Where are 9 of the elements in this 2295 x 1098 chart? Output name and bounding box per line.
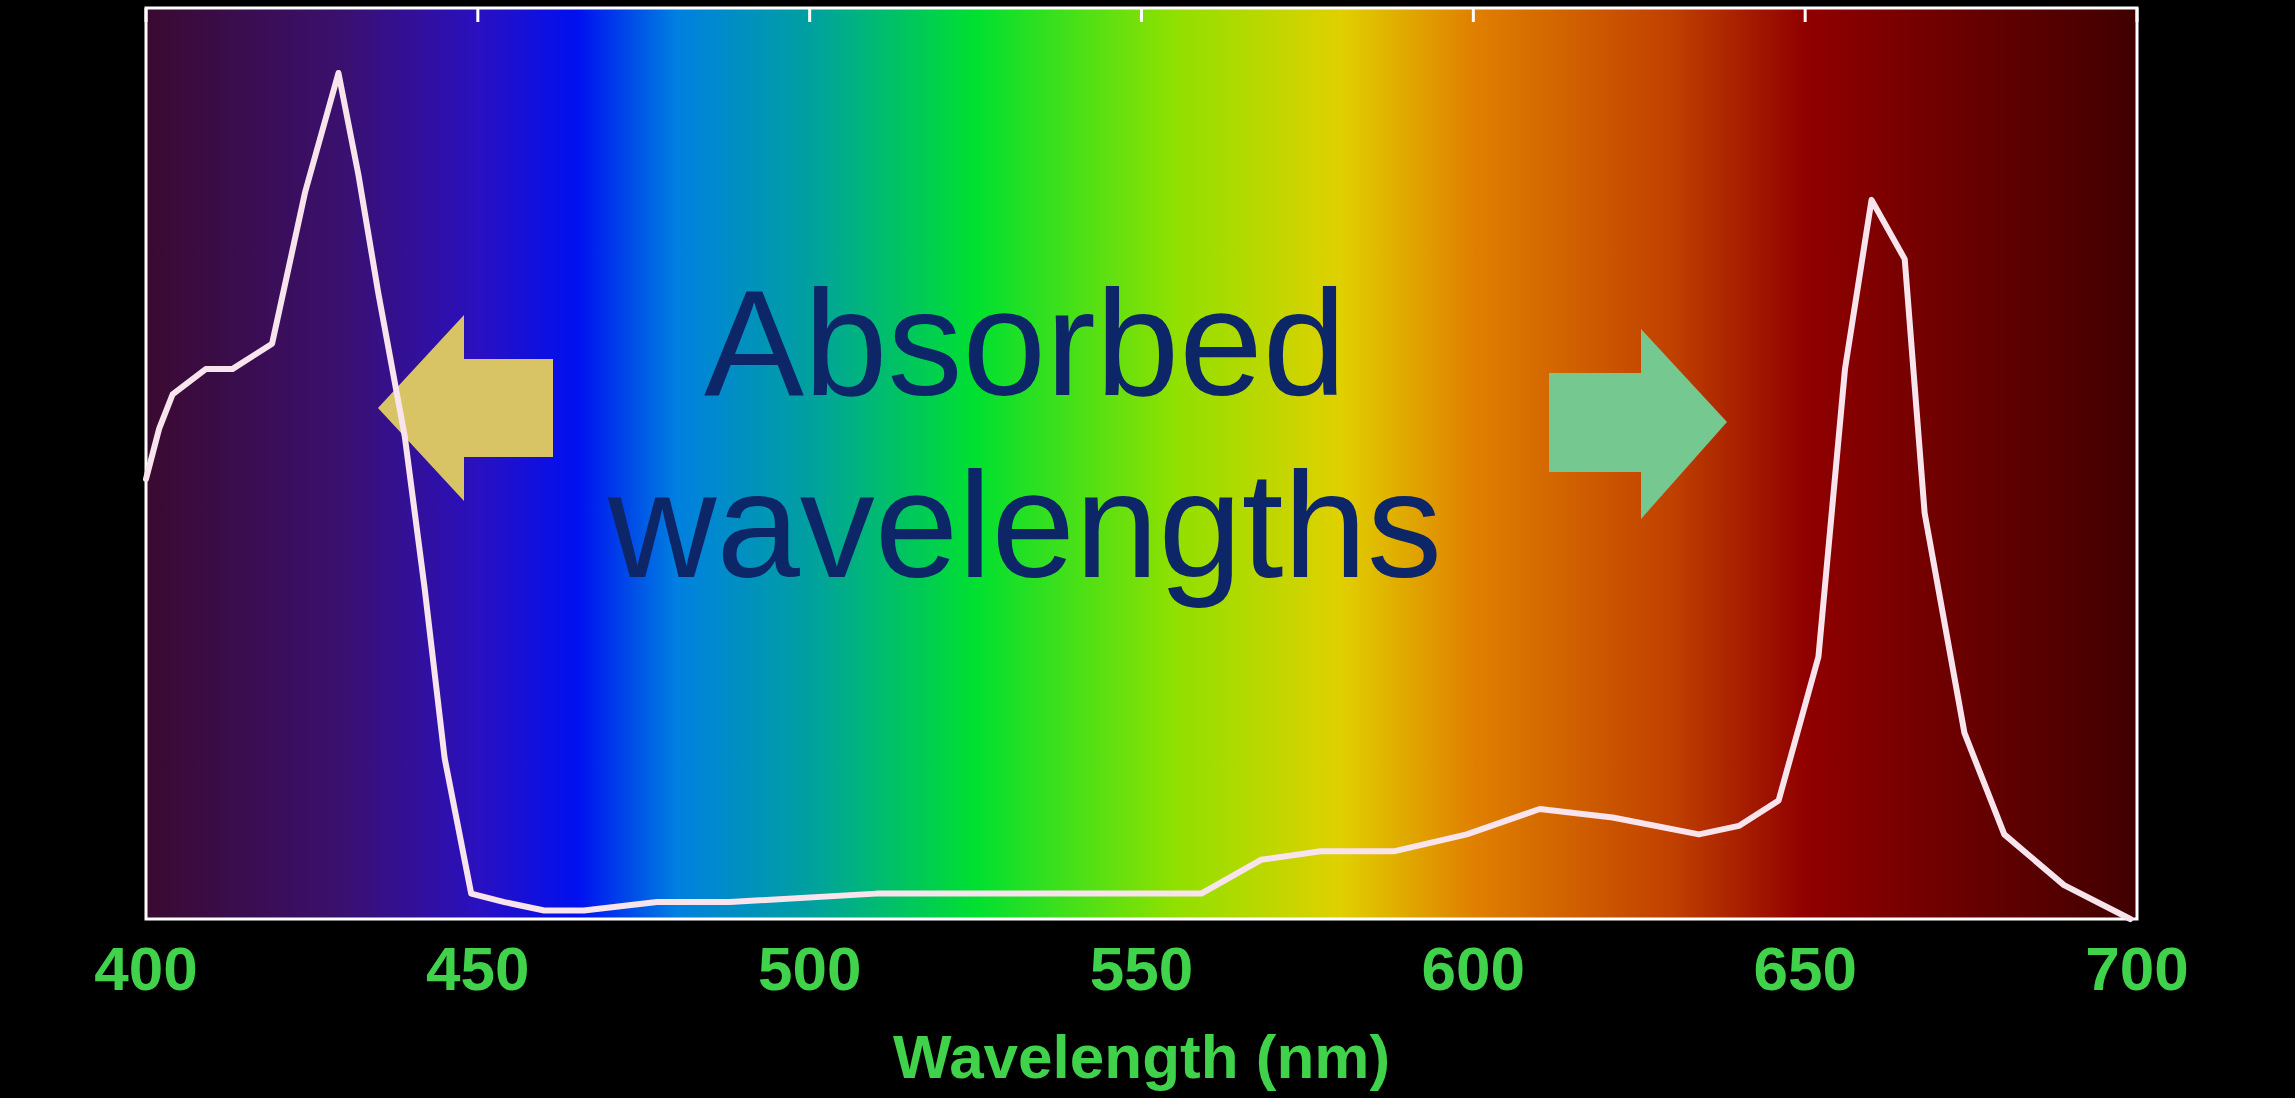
annotation: Absorbed wavelengths	[607, 259, 1442, 609]
x-tick-label: 550	[1089, 934, 1194, 1003]
x-tick-label: 450	[426, 934, 530, 1003]
x-tick-label: 700	[2085, 934, 2189, 1003]
x-tick-label: 400	[94, 934, 198, 1003]
x-tick-label: 500	[757, 934, 862, 1003]
x-tick-label: 600	[1421, 934, 1526, 1003]
x-tick-label: 650	[1753, 934, 1857, 1003]
x-axis-title: Wavelength (nm)	[892, 1022, 1391, 1091]
